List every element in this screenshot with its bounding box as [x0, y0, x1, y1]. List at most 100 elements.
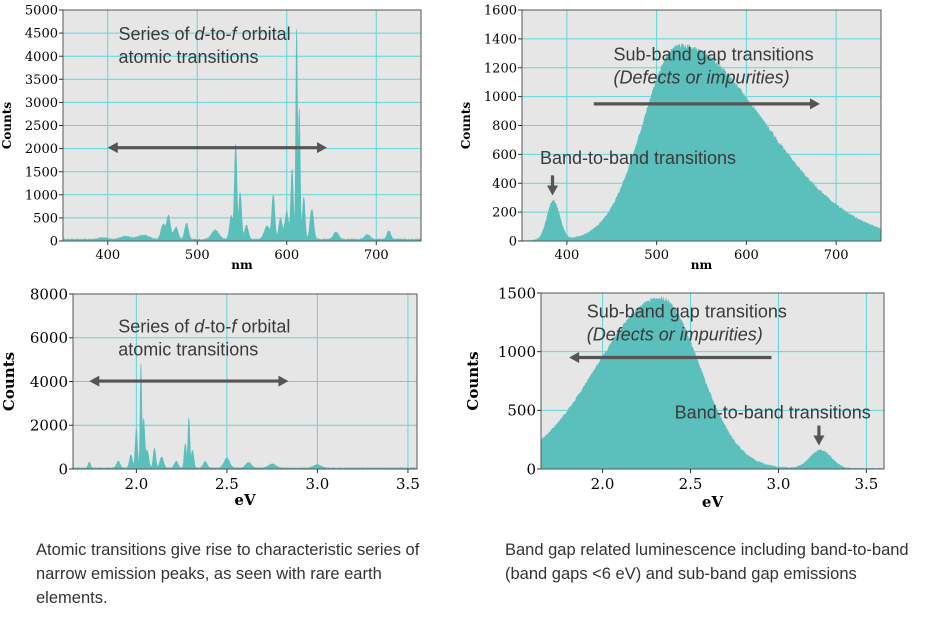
y-tick-label: 0: [50, 235, 58, 250]
x-axis-label: nm: [691, 258, 713, 272]
x-tick-label: 3.5: [854, 475, 878, 493]
y-tick-label: 1000: [25, 188, 58, 203]
annotation-run: -to-: [204, 316, 231, 336]
y-tick-label: 0: [526, 460, 536, 478]
y-tick-label: 8000: [30, 285, 68, 303]
x-tick-label: 600: [274, 248, 299, 263]
spectrum-area: [521, 43, 882, 242]
y-tick-label: 1000: [498, 343, 536, 361]
y-tick-label: 2000: [25, 142, 58, 157]
y-tick-label: 3500: [25, 73, 58, 88]
spectrum-area: [62, 28, 422, 242]
annotation-text: Series of d-to-f orbital: [118, 316, 290, 336]
x-tick-label: 3.5: [396, 475, 420, 493]
annotation-run: orbital: [236, 316, 290, 336]
y-tick-label: 0: [58, 460, 68, 478]
x-tick-label: 3.0: [767, 475, 791, 493]
y-tick-label: 4500: [25, 27, 58, 42]
y-tick-label: 3000: [25, 96, 58, 111]
spectrum-area: [540, 296, 885, 470]
y-tick-label: 4000: [30, 373, 68, 391]
y-tick-label: 1600: [484, 4, 517, 19]
annotation-run: Sub-band gap transitions: [587, 302, 787, 322]
arrow-head: [569, 352, 580, 364]
y-tick-label: 500: [33, 211, 58, 226]
chart-panel-tr: 400 500 600 700 0 200 400 600 800 1000 1200 1400 160…: [459, 4, 882, 272]
y-tick-label: 1500: [25, 165, 58, 180]
x-axis-label: nm: [231, 258, 253, 272]
x-tick-label: 500: [185, 248, 210, 263]
annotation-text: Band-to-band transitions: [540, 148, 736, 168]
x-tick-label: 2.0: [591, 475, 615, 493]
arrow-head: [89, 375, 100, 387]
annotation-run: Band-to-band transitions: [540, 148, 736, 168]
annotation-run: f: [231, 316, 238, 336]
x-tick-label: 500: [644, 248, 669, 263]
y-tick-label: 2500: [25, 119, 58, 134]
plot-frame: [540, 292, 885, 470]
annotation-run: Sub-band gap transitions: [614, 45, 814, 65]
annotation-text: Band-to-band transitions: [675, 403, 871, 423]
annotation-text: Sub-band gap transitions: [587, 302, 787, 322]
y-tick-label: 400: [492, 177, 517, 192]
y-tick-label: 1500: [498, 284, 536, 302]
caption-band-gap-luminescence: Band gap related luminescence including …: [505, 541, 909, 583]
y-axis-label: Counts: [0, 352, 18, 411]
annotation-text: atomic transitions: [118, 339, 258, 359]
annotation-text: Sub-band gap transitions: [614, 45, 814, 65]
annotation-run: (Defects or impurities): [587, 325, 763, 345]
annotation-run: atomic transitions: [118, 47, 258, 67]
x-tick-label: 2.0: [124, 475, 148, 493]
x-tick-label: 2.5: [215, 475, 239, 493]
x-tick-label: 600: [734, 248, 759, 263]
x-tick-label: 700: [364, 248, 389, 263]
annotation-run: (Defects or impurities): [614, 68, 790, 88]
arrow-head: [809, 98, 820, 110]
y-tick-label: 1000: [484, 90, 517, 105]
y-tick-label: 600: [492, 148, 517, 163]
x-axis-label: eV: [702, 493, 724, 511]
arrow-head: [547, 185, 559, 196]
caption-atomic-transitions: Atomic transitions give rise to characte…: [36, 541, 420, 607]
y-tick-label: 0: [509, 235, 517, 250]
x-tick-label: 700: [824, 248, 849, 263]
chart-panel-br: 2.0 2.5 3.0 3.5 0 500 1000 1500 eV Counts Sub-band…: [464, 284, 885, 511]
arrow-head: [107, 142, 118, 154]
x-axis-label: eV: [234, 491, 256, 509]
arrow-head: [813, 435, 825, 446]
y-tick-label: 4000: [25, 50, 58, 65]
x-tick-label: 2.5: [679, 475, 703, 493]
y-tick-label: 200: [492, 206, 517, 221]
arrow-head: [278, 375, 289, 387]
annotation-text: (Defects or impurities): [614, 68, 790, 88]
x-tick-label: 3.0: [305, 475, 329, 493]
y-tick-label: 1200: [484, 61, 517, 76]
annotation-run: Band-to-band transitions: [675, 403, 871, 423]
annotation-run: Series of: [118, 24, 194, 44]
y-axis-label: Counts: [464, 351, 482, 410]
annotation-text: atomic transitions: [118, 47, 258, 67]
annotation-text: (Defects or impurities): [587, 325, 763, 345]
arrow-head: [317, 142, 328, 154]
spectrum-area: [72, 363, 418, 470]
annotation-run: orbital: [237, 24, 291, 44]
annotation-run: atomic transitions: [118, 339, 258, 359]
x-tick-label: 400: [95, 248, 120, 263]
annotation-run: -to-: [205, 24, 232, 44]
y-tick-label: 2000: [30, 417, 68, 435]
annotation-text: Series of d-to-f orbital: [118, 24, 290, 44]
chart-panel-tl: 400 500 600 700 0 500 1000 1500 2000 2500 3000 3500…: [0, 4, 422, 272]
chart-panel-bl: 2.0 2.5 3.0 3.5 0 2000 4000 6000 8000 eV Counts Ser…: [0, 285, 420, 509]
y-tick-label: 500: [507, 402, 536, 420]
x-tick-label: 400: [554, 248, 579, 263]
y-tick-label: 1400: [484, 32, 517, 47]
y-tick-label: 800: [492, 119, 517, 134]
annotation-run: Series of: [118, 316, 194, 336]
annotation-run: d: [194, 316, 205, 336]
y-tick-label: 6000: [30, 329, 68, 347]
y-axis-label: Counts: [459, 102, 473, 150]
y-tick-label: 5000: [25, 4, 58, 19]
annotation-run: d: [195, 24, 206, 44]
y-axis-label: Counts: [0, 102, 14, 150]
